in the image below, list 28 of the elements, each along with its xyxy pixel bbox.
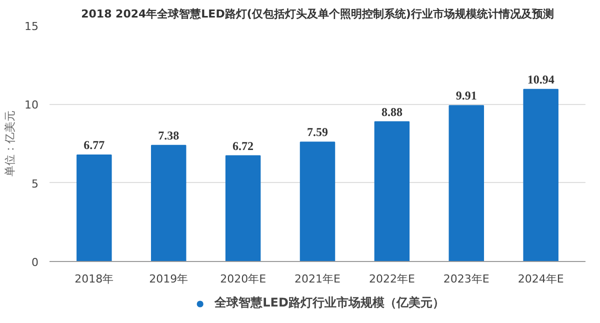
y-tick-label: 0 <box>32 256 38 269</box>
bar <box>150 144 186 262</box>
data-label: 7.59 <box>307 125 328 140</box>
legend-label: 全球智慧LED路灯行业市场规模（亿美元） <box>214 294 444 312</box>
y-tick-label: 5 <box>32 177 38 190</box>
y-tick-label: 10 <box>24 98 39 112</box>
x-tick-label: 2018年 <box>74 272 114 286</box>
bar <box>76 154 112 262</box>
data-label: 10.94 <box>527 72 554 86</box>
data-label: 9.91 <box>456 88 477 103</box>
bar <box>374 121 410 262</box>
data-label: 8.88 <box>381 104 402 119</box>
y-axis-title: 单位：亿美元 <box>4 110 17 176</box>
bar <box>523 88 558 262</box>
chart-title: 2018 2024年全球智慧LED路灯(仅包括灯头及单个照明控制系统)行业市场规模统计情况及预测 <box>81 8 554 20</box>
bar <box>448 105 484 262</box>
data-label: 7.38 <box>158 128 180 142</box>
data-label: 6.77 <box>84 138 105 152</box>
bar <box>300 142 336 262</box>
y-tick-label: 15 <box>24 20 39 33</box>
data-label: 6.72 <box>232 138 254 153</box>
x-tick-label: 2020年E <box>220 272 266 286</box>
x-tick-label: 2022年E <box>368 272 415 286</box>
x-tick-label: 2021年E <box>294 272 341 286</box>
x-tick-label: 2024年E <box>518 272 564 286</box>
x-tick-label: 2023年E <box>443 272 490 286</box>
x-tick-label: 2019年 <box>149 272 188 286</box>
bar <box>225 155 261 262</box>
